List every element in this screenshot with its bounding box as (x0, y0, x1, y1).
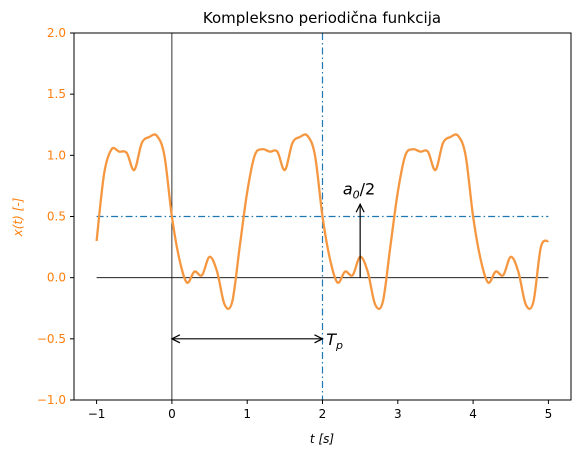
x-tick-label: 4 (469, 407, 477, 421)
chart-title: Kompleksno periodična funkcija (203, 9, 441, 27)
y-tick-label: 1.5 (47, 87, 66, 101)
x-tick-label: 5 (545, 407, 553, 421)
y-tick-label: 0.0 (47, 271, 66, 285)
x-axis-label: t [s] (310, 432, 334, 446)
x-ticks: −1 0 1 2 3 4 5 (88, 400, 552, 421)
period-arrow-head-right (314, 334, 324, 344)
y-ticks: −1.0 −0.5 0.0 0.5 1.0 1.5 2.0 (37, 26, 74, 407)
y-axis-label: x(t) [-] (11, 197, 25, 237)
series-layer (95, 133, 550, 311)
x-tick-label: 1 (243, 407, 251, 421)
mean-arrow-head (355, 202, 365, 213)
x-tick-label: 0 (168, 407, 176, 421)
x-tick-label: 3 (394, 407, 402, 421)
mean-label: a0/2 (343, 179, 375, 201)
y-tick-label: −1.0 (37, 393, 66, 407)
y-tick-label: 1.0 (47, 148, 66, 162)
axes-frame (73, 32, 572, 401)
y-tick-label: 0.5 (47, 210, 66, 224)
period-label: Tp (326, 330, 343, 352)
annotation-layer: Tp a0/2 (170, 179, 375, 352)
signal-series-line (95, 133, 550, 311)
y-tick-label: −0.5 (37, 332, 66, 346)
x-tick-label: 2 (319, 407, 327, 421)
y-tick-label: 2.0 (47, 26, 66, 40)
x-tick-label: −1 (88, 407, 106, 421)
period-arrow-head-left (170, 334, 181, 344)
